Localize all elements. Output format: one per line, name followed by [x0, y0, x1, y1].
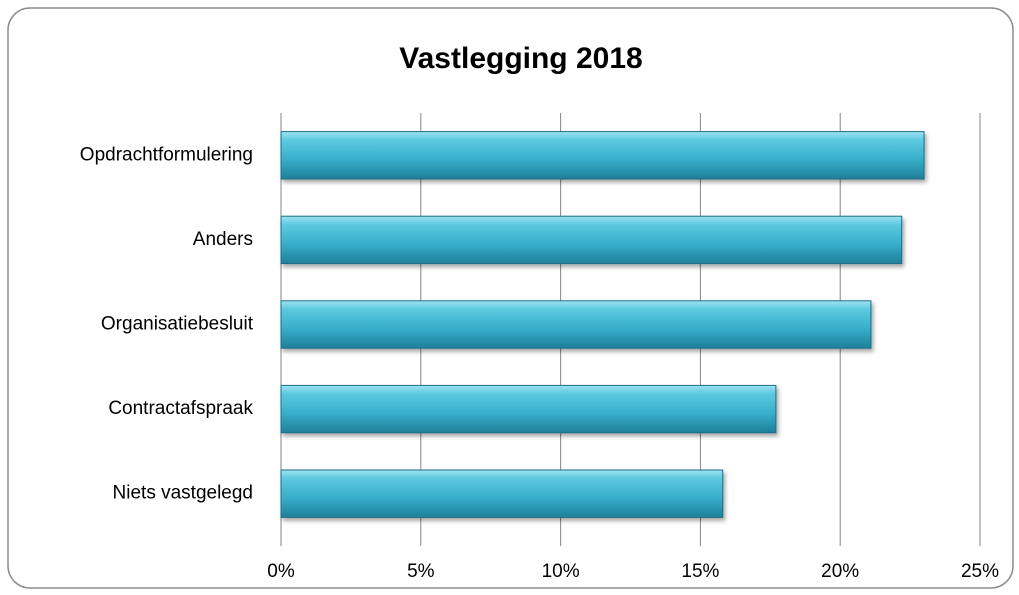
bar — [280, 469, 724, 518]
x-tick-label: 5% — [407, 561, 435, 582]
x-tick-label: 10% — [542, 561, 580, 582]
x-tick-label: 25% — [961, 561, 999, 582]
y-tick-label: Anders — [193, 229, 253, 250]
y-tick-label: Organisatiebesluit — [101, 314, 254, 335]
bar — [280, 300, 872, 349]
y-tick-label: Opdrachtformulering — [80, 144, 253, 165]
bar — [280, 131, 925, 180]
bar — [280, 215, 903, 265]
chart-title: Vastlegging 2018 — [399, 42, 642, 75]
bar — [280, 384, 777, 434]
x-tick-label: 15% — [681, 561, 719, 582]
y-tick-label: Contractafspraak — [108, 398, 253, 419]
y-tick-label: Niets vastgelegd — [113, 483, 253, 504]
x-tick-label: 0% — [267, 561, 295, 582]
x-tick-label: 20% — [821, 561, 859, 582]
